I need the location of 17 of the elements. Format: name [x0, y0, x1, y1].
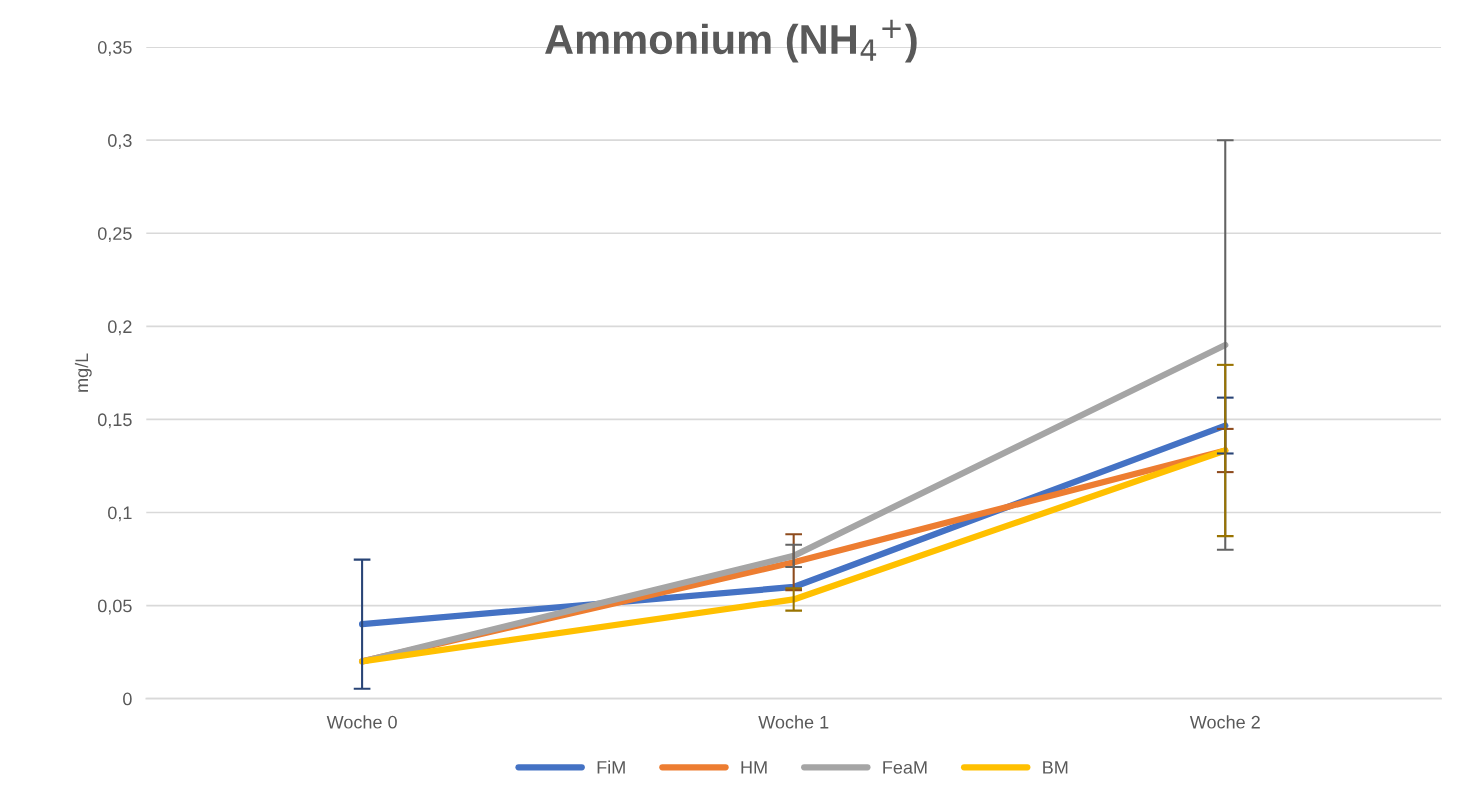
y-axis-title: mg/L [74, 353, 92, 392]
y-tick-label: 0 [123, 692, 132, 706]
y-tick-label: 0,05 [97, 599, 132, 615]
y-tick-label: 0,35 [97, 41, 132, 56]
legend-label: FiM [597, 760, 625, 774]
y-tick-label: 0,2 [108, 320, 132, 336]
legend-label: BM [1043, 761, 1068, 774]
legend-label: HM [741, 761, 767, 774]
x-tick-label: Woche 2 [1189, 715, 1260, 729]
chart-title: Ammonium (NH$_{4}$$^{+}$) [545, 19, 917, 63]
legend-label: FeaM [883, 761, 927, 774]
y-tick-label: 0,1 [108, 506, 132, 522]
y-tick-label: 0,25 [97, 227, 132, 243]
x-tick-label: Woche 1 [758, 715, 829, 729]
y-tick-label: 0,3 [108, 134, 132, 150]
y-tick-label: 0,15 [97, 413, 132, 429]
x-tick-label: Woche 0 [326, 715, 397, 729]
